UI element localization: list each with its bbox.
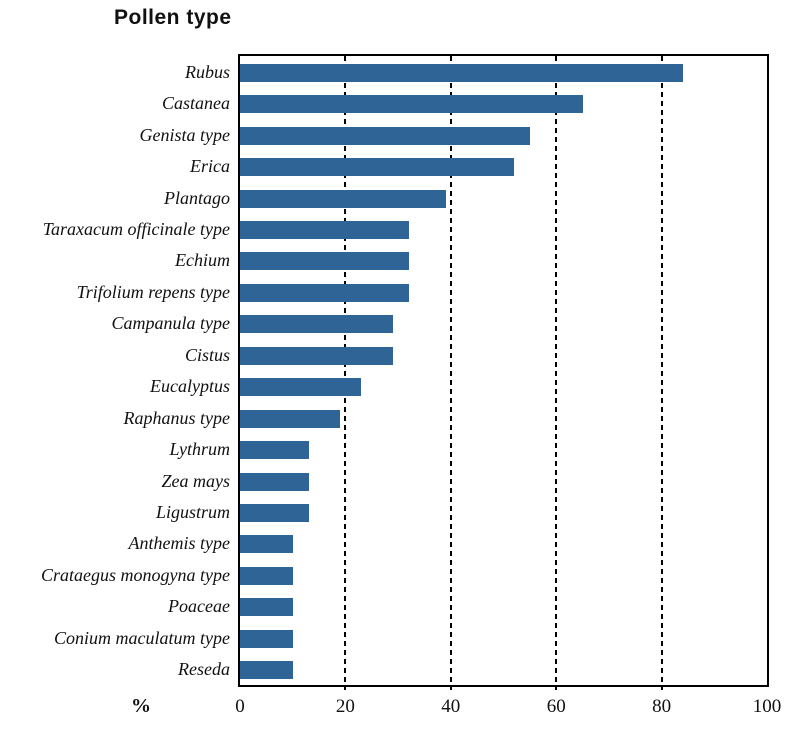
category-label: Plantago bbox=[164, 187, 230, 208]
category-label: Ligustrum bbox=[155, 502, 230, 523]
x-tick-label-80: 80 bbox=[652, 696, 672, 717]
bar-rubus bbox=[240, 63, 683, 82]
bar-campanula-type bbox=[240, 315, 393, 334]
bar-trifolium-repens-type bbox=[240, 283, 409, 302]
category-label: Rubus bbox=[185, 61, 230, 82]
axis-tick bbox=[660, 685, 663, 690]
category-label: Eucalyptus bbox=[150, 376, 230, 397]
axis-tick bbox=[449, 685, 452, 690]
category-label: Campanula type bbox=[111, 313, 231, 334]
chart-title: Pollen type bbox=[114, 6, 232, 29]
gridline-40 bbox=[449, 56, 452, 685]
bar-anthemis-type bbox=[240, 535, 293, 554]
bar-echium bbox=[240, 252, 409, 271]
category-label: Reseda bbox=[178, 659, 230, 680]
category-label: Anthemis type bbox=[128, 533, 230, 554]
category-label: Poaceae bbox=[168, 596, 230, 617]
bar-raphanus-type bbox=[240, 409, 341, 428]
category-label: Zea mays bbox=[161, 470, 231, 491]
category-label: Crataegus monogyna type bbox=[41, 564, 230, 585]
plot-area bbox=[238, 54, 769, 687]
category-label: Erica bbox=[190, 156, 230, 177]
x-tick-label-40: 40 bbox=[441, 696, 461, 717]
bar-crataegus-monogyna-type bbox=[240, 566, 293, 585]
bar-eucalyptus bbox=[240, 378, 362, 397]
bar-zea-mays bbox=[240, 472, 309, 491]
category-label: Taraxacum officinale type bbox=[42, 218, 230, 239]
x-tick-label-60: 60 bbox=[546, 696, 566, 717]
gridline-80 bbox=[660, 56, 663, 685]
x-axis-unit-label: % bbox=[131, 695, 151, 717]
category-label: Cistus bbox=[184, 344, 230, 365]
gridline-20 bbox=[344, 56, 347, 685]
category-label: Echium bbox=[175, 250, 230, 271]
axis-tick bbox=[555, 685, 558, 690]
bar-ligustrum bbox=[240, 504, 309, 523]
category-label: Raphanus type bbox=[123, 407, 230, 428]
x-tick-label-100: 100 bbox=[752, 696, 782, 717]
bar-taraxacum-officinale-type bbox=[240, 220, 409, 239]
bar-poaceae bbox=[240, 598, 293, 617]
bar-genista-type bbox=[240, 126, 530, 145]
category-label: Genista type bbox=[139, 124, 230, 145]
bar-reseda bbox=[240, 661, 293, 680]
bar-cistus bbox=[240, 346, 393, 365]
axis-tick bbox=[344, 685, 347, 690]
bar-erica bbox=[240, 158, 515, 177]
bar-castanea bbox=[240, 95, 583, 114]
x-tick-label-0: 0 bbox=[235, 696, 245, 717]
x-tick-label-20: 20 bbox=[335, 696, 355, 717]
category-label: Castanea bbox=[161, 93, 230, 114]
category-label: Lythrum bbox=[169, 439, 230, 460]
bar-plantago bbox=[240, 189, 446, 208]
gridline-60 bbox=[555, 56, 558, 685]
category-label: Conium maculatum type bbox=[54, 627, 230, 648]
bar-lythrum bbox=[240, 441, 309, 460]
category-label: Trifolium repens type bbox=[76, 281, 230, 302]
bar-conium-maculatum-type bbox=[240, 629, 293, 648]
